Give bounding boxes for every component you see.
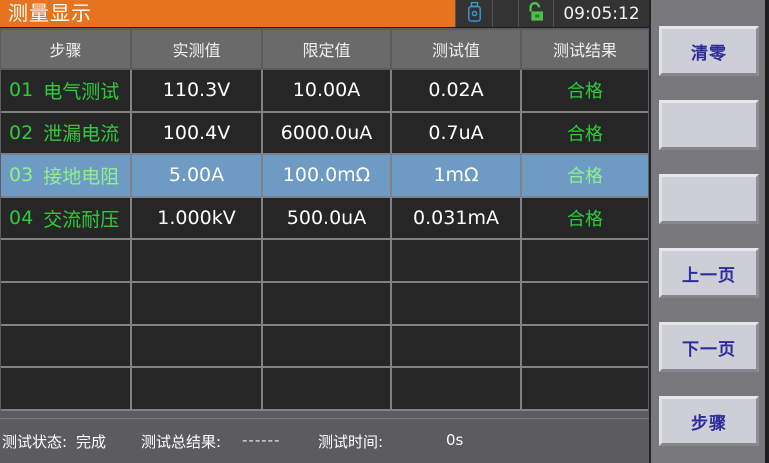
status-badge: 合格 [567, 209, 603, 231]
table-row[interactable] [1, 368, 648, 411]
cell-limit [263, 325, 392, 369]
cell-result: 合格 [522, 70, 648, 113]
cell-result: 合格 [522, 112, 648, 156]
step-number: 01 [9, 79, 34, 102]
softkey-label: 步骤 [691, 413, 727, 434]
cell-measured [132, 325, 263, 369]
cell-limit [263, 240, 392, 283]
softkey-button-4[interactable]: 上一页 [659, 248, 759, 298]
step-number: 02 [9, 121, 34, 144]
cell-result [522, 282, 648, 326]
cell-testvalue: 0.02A [392, 70, 522, 113]
softkey-button-2[interactable] [659, 100, 759, 150]
test-state-value: 完成 [76, 433, 107, 451]
cell-measured [132, 282, 263, 326]
step-name: 泄漏电流 [43, 123, 120, 146]
cell-step [1, 240, 132, 283]
status-bar: 测试状态: 完成 测试总结果: ------ 测试时间: 0s [0, 418, 649, 463]
softkey-label: 下一页 [682, 339, 736, 360]
test-state-label: 测试状态: [2, 433, 68, 451]
status-badge: 合格 [567, 81, 603, 103]
cell-measured [132, 368, 263, 411]
cell-step: 04 交流耐压 [1, 197, 132, 241]
cell-testvalue [392, 282, 522, 326]
table-row[interactable] [1, 240, 648, 283]
table-row[interactable]: 04 交流耐压 1.000kV 500.0uA 0.031mA 合格 [1, 197, 648, 241]
softkey-button-3[interactable] [659, 174, 759, 224]
cell-testvalue: 0.7uA [392, 112, 522, 156]
cell-measured: 100.4V [132, 112, 263, 156]
softkey-label: 清零 [691, 43, 727, 64]
cell-testvalue: 0.031mA [392, 197, 522, 241]
measurement-table: 步骤 实测值 限定值 测试值 测试结果 01 电气测试 110.3V 10.00A 0.… [0, 28, 649, 418]
cell-step: 03 接地电阻 [1, 155, 132, 198]
cell-limit [263, 282, 392, 326]
softkey-button-6[interactable]: 步骤 [659, 396, 759, 446]
test-time-label: 测试时间: [318, 433, 384, 451]
cell-step [1, 325, 132, 369]
usb-status-slot [455, 0, 492, 27]
cell-result: 合格 [522, 197, 648, 241]
usb-drive-icon [467, 1, 481, 26]
column-header-step: 步骤 [1, 30, 132, 70]
cell-limit [263, 368, 392, 411]
status-slot-empty [492, 0, 518, 27]
status-badge: 合格 [567, 123, 603, 145]
test-time-value: 0s [446, 431, 464, 449]
cell-result [522, 325, 648, 369]
cell-limit: 10.00A [263, 70, 392, 113]
total-result-label: 测试总结果: [141, 433, 222, 451]
step-number: 04 [9, 207, 34, 230]
step-number: 03 [9, 164, 34, 187]
step-name: 接地电阻 [43, 165, 120, 188]
cell-result [522, 240, 648, 283]
cell-result: 合格 [522, 155, 648, 198]
softkey-button-1[interactable]: 清零 [659, 26, 759, 76]
status-badge: 合格 [567, 166, 603, 188]
step-name: 交流耐压 [43, 208, 120, 231]
table-header-row: 步骤 实测值 限定值 测试值 测试结果 [1, 30, 648, 70]
table-row[interactable]: 02 泄漏电流 100.4V 6000.0uA 0.7uA 合格 [1, 112, 648, 156]
column-header-measured: 实测值 [132, 30, 263, 70]
table-body: 01 电气测试 110.3V 10.00A 0.02A 合格 02 泄漏电流 100.4V 600… [1, 70, 648, 411]
cell-testvalue [392, 240, 522, 283]
softkey-label: 上一页 [682, 265, 736, 286]
step-name: 电气测试 [43, 80, 120, 103]
cell-step [1, 368, 132, 411]
clock: 09:05:12 [553, 0, 649, 27]
cell-step: 02 泄漏电流 [1, 112, 132, 156]
softkey-button-5[interactable]: 下一页 [659, 322, 759, 372]
cell-limit: 500.0uA [263, 197, 392, 241]
column-header-testvalue: 测试值 [392, 30, 522, 70]
title-bar: 测量显示 09:05:12 [0, 0, 649, 28]
cell-result [522, 368, 648, 411]
cell-step [1, 282, 132, 326]
cell-testvalue [392, 368, 522, 411]
cell-measured: 5.00A [132, 155, 263, 198]
softkey-panel: 清零上一页下一页步骤 [649, 0, 769, 463]
page-title: 测量显示 [0, 0, 455, 27]
lock-status-slot [518, 0, 553, 27]
table-row[interactable]: 03 接地电阻 5.00A 100.0mΩ 1mΩ 合格 [1, 155, 648, 198]
cell-testvalue: 1mΩ [392, 155, 522, 198]
table-row[interactable] [1, 325, 648, 369]
cell-measured: 110.3V [132, 70, 263, 113]
unlocked-padlock-icon [526, 1, 546, 26]
column-header-result: 测试结果 [522, 30, 648, 70]
cell-step: 01 电气测试 [1, 70, 132, 113]
cell-measured: 1.000kV [132, 197, 263, 241]
total-result-value: ------ [242, 431, 281, 449]
cell-limit: 6000.0uA [263, 112, 392, 156]
cell-testvalue [392, 325, 522, 369]
cell-limit: 100.0mΩ [263, 155, 392, 198]
cell-measured [132, 240, 263, 283]
table-row[interactable] [1, 282, 648, 326]
column-header-limit: 限定值 [263, 30, 392, 70]
table-row[interactable]: 01 电气测试 110.3V 10.00A 0.02A 合格 [1, 70, 648, 113]
